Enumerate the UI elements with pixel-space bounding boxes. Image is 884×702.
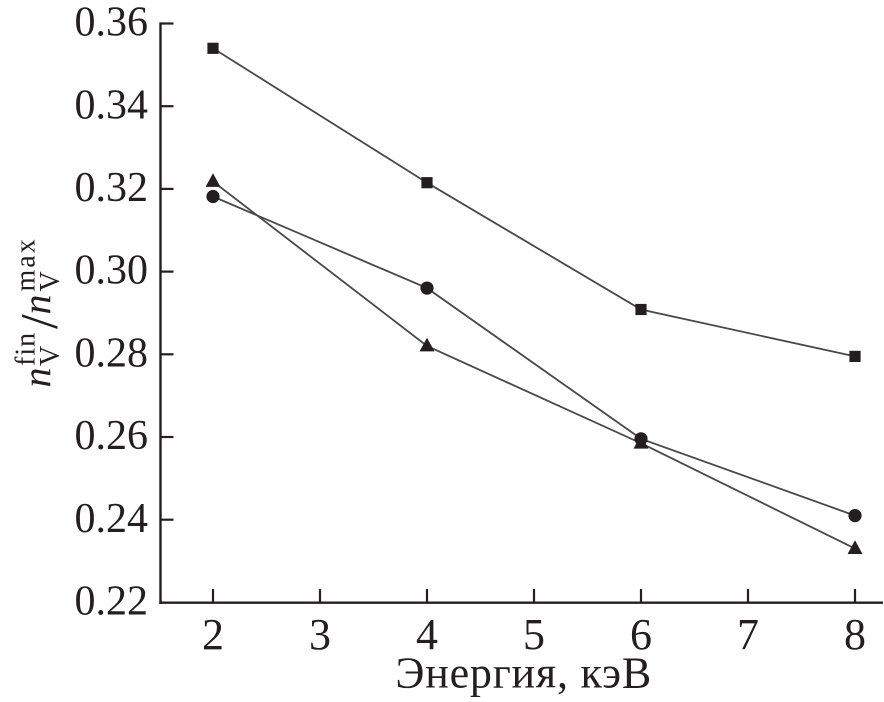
svg-text:0.30: 0.30	[75, 248, 149, 294]
svg-text:3: 3	[309, 610, 331, 659]
svg-text:0.26: 0.26	[75, 413, 149, 459]
svg-text:/: /	[11, 314, 69, 329]
svg-text:4: 4	[416, 610, 438, 659]
svg-text:7: 7	[737, 610, 759, 659]
svg-text:V: V	[35, 271, 66, 291]
svg-text:V: V	[35, 346, 66, 366]
svg-text:Энергия, кэВ: Энергия, кэВ	[395, 648, 652, 697]
svg-text:0.22: 0.22	[75, 579, 149, 625]
svg-text:0.28: 0.28	[75, 330, 149, 376]
svg-text:fin: fin	[11, 332, 42, 366]
svg-text:0.32: 0.32	[75, 165, 149, 211]
svg-text:5: 5	[523, 610, 545, 659]
svg-text:2: 2	[202, 610, 224, 659]
svg-text:0.24: 0.24	[75, 496, 149, 542]
svg-text:max: max	[11, 237, 42, 291]
svg-text:0.34: 0.34	[75, 82, 149, 128]
svg-text:8: 8	[844, 610, 866, 659]
svg-text:n: n	[14, 295, 59, 315]
svg-text:n: n	[14, 368, 59, 388]
svg-text:0.36: 0.36	[75, 0, 149, 46]
svg-text:6: 6	[630, 610, 652, 659]
